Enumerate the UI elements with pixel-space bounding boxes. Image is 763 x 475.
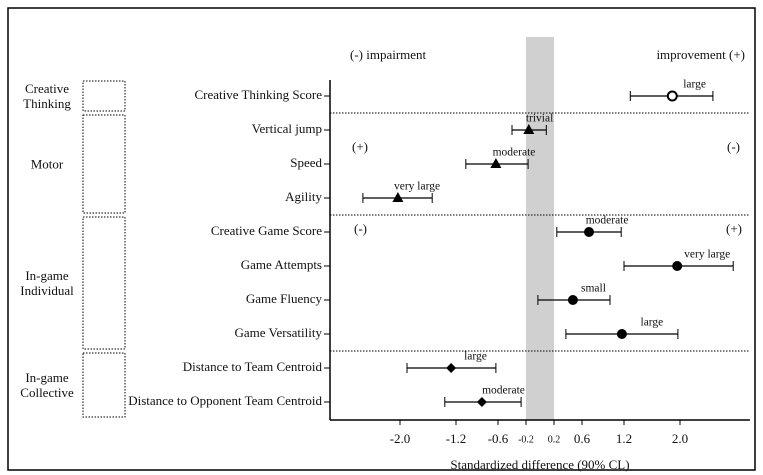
group-label: In-game Individual — [20, 268, 74, 298]
x-tick-label: 2.0 — [672, 431, 688, 446]
effect-label: large — [464, 351, 487, 363]
quadrant-label: (-) — [354, 221, 367, 236]
row-label: Distance to Opponent Team Centroid — [128, 393, 322, 408]
quadrant-label: (+) — [352, 139, 368, 154]
row-label: Distance to Team Centroid — [183, 359, 323, 374]
x-tick-label: -0.6 — [488, 431, 509, 446]
group-bracket — [82, 114, 126, 214]
x-tick-label: 0.2 — [548, 434, 561, 445]
row-label: Creative Game Score — [211, 223, 322, 238]
point — [584, 227, 594, 237]
group-label: In-game Collective — [20, 370, 74, 400]
group-label: Creative Thinking — [23, 81, 71, 111]
row-label: Game Fluency — [246, 291, 323, 306]
row-label: Game Attempts — [241, 257, 322, 272]
effect-label: very large — [684, 249, 730, 261]
point — [523, 124, 535, 134]
group-label: Motor — [30, 156, 64, 172]
effect-label: very large — [394, 181, 440, 193]
quadrant-label: (+) — [726, 221, 742, 236]
x-tick-label: -2.0 — [390, 431, 411, 446]
effect-label: trivial — [526, 113, 553, 125]
point — [567, 295, 578, 305]
row-label: Vertical jump — [252, 121, 322, 136]
x-tick-label: 1.2 — [616, 431, 632, 446]
point — [490, 158, 502, 168]
effect-label: large — [683, 79, 706, 91]
x-tick-label: -1.2 — [446, 431, 467, 446]
row-label: Game Versatility — [235, 325, 323, 340]
point — [392, 192, 404, 202]
group-bracket — [82, 80, 126, 112]
x-tick-label: 0.6 — [574, 431, 591, 446]
effect-label: small — [581, 283, 606, 295]
row-label: Creative Thinking Score — [194, 87, 322, 102]
row-label: Agility — [285, 189, 322, 204]
point — [672, 261, 683, 271]
effect-label: large — [641, 317, 664, 329]
trivial-zone — [526, 37, 554, 420]
effect-label: moderate — [586, 215, 629, 227]
point — [476, 397, 487, 407]
x-axis-title: Standardized difference (90% CL) — [450, 457, 629, 472]
point — [616, 329, 627, 339]
quadrant-label: improvement (+) — [656, 47, 745, 62]
row-label: Speed — [290, 155, 322, 170]
point — [446, 363, 457, 373]
group-bracket — [82, 216, 126, 350]
group-bracket — [82, 352, 126, 418]
effect-label: moderate — [482, 385, 525, 397]
frame — [7, 7, 756, 471]
quadrant-label: (-) — [727, 139, 740, 154]
x-tick-label: -0.2 — [518, 434, 534, 445]
effect-label: moderate — [493, 147, 536, 159]
point — [666, 90, 678, 102]
quadrant-label: (-) impairment — [350, 47, 427, 62]
